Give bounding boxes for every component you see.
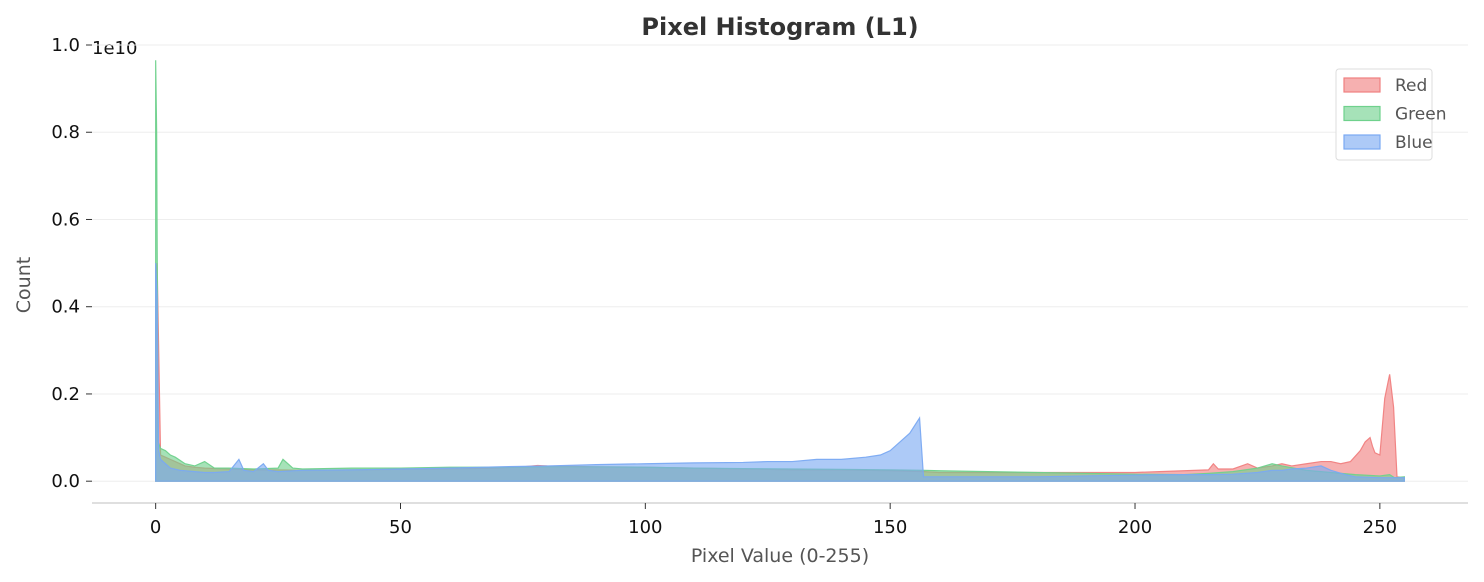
legend-swatch-green xyxy=(1343,105,1381,122)
x-tick-label: 0 xyxy=(150,517,161,538)
series-areas xyxy=(155,60,1405,482)
x-tick-label: 200 xyxy=(1118,517,1152,538)
legend: Red Green Blue xyxy=(1335,68,1446,161)
legend-label-red: Red xyxy=(1395,76,1427,96)
tick-labels: 0.0 0.2 0.4 0.6 0.8 1.0 0 50 100 150 200 250 xyxy=(51,35,1397,538)
x-axis-label: Pixel Value (0-255) xyxy=(691,545,869,567)
y-axis-label: Count xyxy=(13,257,35,313)
x-tick-label: 100 xyxy=(628,517,662,538)
y-tick-label: 0.0 xyxy=(51,471,80,492)
grid-lines xyxy=(92,44,1468,482)
legend-label-green: Green xyxy=(1395,105,1446,125)
y-tick-label: 0.2 xyxy=(51,384,80,405)
x-tick-label: 50 xyxy=(389,517,412,538)
y-tick-label: 0.4 xyxy=(51,297,80,318)
y-tick-label: 0.6 xyxy=(51,209,80,230)
area-red xyxy=(155,263,1405,482)
legend-label-blue: Blue xyxy=(1395,133,1433,153)
chart-title: Pixel Histogram (L1) xyxy=(641,13,918,41)
legend-swatch-blue xyxy=(1343,134,1381,150)
y-tick-label: 1.0 xyxy=(51,35,80,56)
y-tick-label: 0.8 xyxy=(51,122,80,143)
x-tick-label: 250 xyxy=(1363,517,1397,538)
x-tick-label: 150 xyxy=(873,517,907,538)
y-offset-label: 1e10 xyxy=(92,38,137,59)
area-green xyxy=(155,60,1405,482)
area-blue xyxy=(155,263,1405,482)
legend-swatch-red xyxy=(1343,77,1381,93)
